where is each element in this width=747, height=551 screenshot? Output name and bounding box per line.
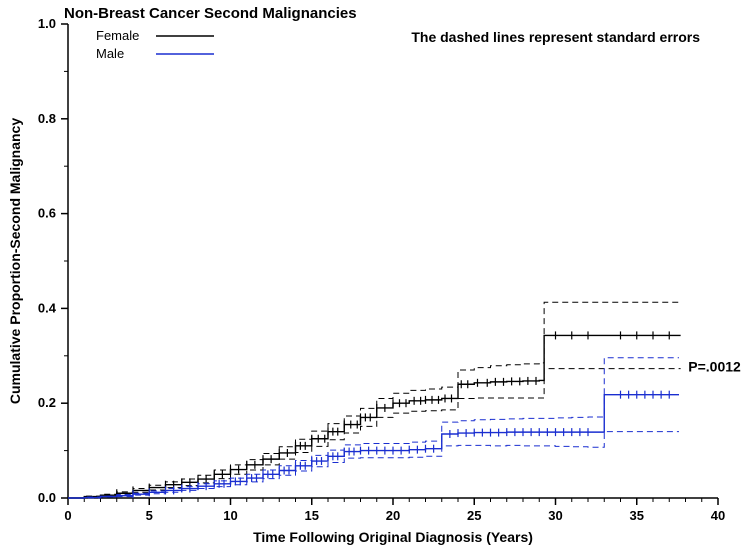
x-tick-label: 15 [305, 508, 319, 523]
x-tick-label: 40 [711, 508, 725, 523]
y-tick-label: 0.0 [38, 490, 56, 505]
x-tick-label: 35 [630, 508, 644, 523]
y-tick-label: 1.0 [38, 16, 56, 31]
y-tick-label: 0.8 [38, 111, 56, 126]
series-female-lower-se [68, 369, 681, 498]
p-value-label: P=.0012 [688, 358, 741, 374]
y-axis-label: Cumulative Proportion-Second Malignancy [7, 118, 23, 404]
x-tick-label: 25 [467, 508, 481, 523]
y-tick-label: 0.4 [38, 300, 57, 315]
x-tick-label: 5 [146, 508, 153, 523]
chart-note: The dashed lines represent standard erro… [411, 29, 700, 45]
x-tick-label: 30 [548, 508, 562, 523]
y-tick-label: 0.2 [38, 395, 56, 410]
x-tick-label: 20 [386, 508, 400, 523]
legend-label: Male [96, 46, 124, 61]
series-male-upper-se [68, 358, 679, 498]
x-tick-label: 10 [223, 508, 237, 523]
km-chart-svg: 0 5 10 15 20 25 30 35 40 0.0 0.2 0.4 0.6 0.8 1.0 Time F… [0, 0, 747, 551]
y-tick-label: 0.6 [38, 206, 56, 221]
x-tick-label: 0 [64, 508, 71, 523]
x-axis-label: Time Following Original Diagnosis (Years… [253, 529, 533, 545]
legend-label: Female [96, 28, 139, 43]
series-female-upper-se [68, 302, 681, 498]
km-chart-figure: 0 5 10 15 20 25 30 35 40 0.0 0.2 0.4 0.6 0.8 1.0 Time F… [0, 0, 747, 551]
chart-title: Non-Breast Cancer Second Malignancies [64, 5, 357, 22]
